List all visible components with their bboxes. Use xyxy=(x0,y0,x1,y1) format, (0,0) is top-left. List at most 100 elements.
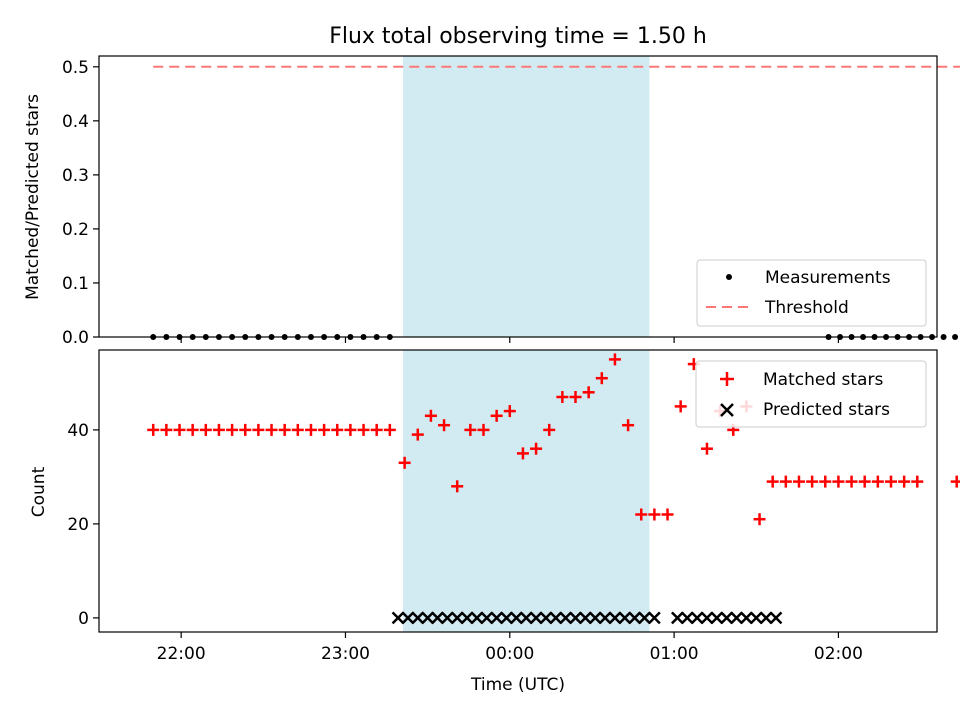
matched-star-point xyxy=(199,423,212,436)
measurement-point xyxy=(940,334,947,340)
predicted-star-point xyxy=(519,611,533,625)
matched-star-point xyxy=(252,423,265,436)
predicted-star-point xyxy=(769,611,783,625)
predicted-star-point xyxy=(500,611,513,625)
matched-star-point xyxy=(845,475,858,488)
predicted-star-point xyxy=(671,611,684,625)
top-y-label: Matched/Predicted stars xyxy=(23,94,43,300)
matched-star-point xyxy=(278,423,291,436)
matched-star-point xyxy=(370,423,383,436)
matched-star-point xyxy=(700,442,713,455)
matched-star-point xyxy=(898,475,911,488)
matched-star-point xyxy=(543,423,556,436)
top-y-tick-label: 0.2 xyxy=(62,220,89,240)
predicted-star-point xyxy=(578,611,592,625)
predicted-star-point xyxy=(700,611,714,625)
matched-star-point xyxy=(503,405,516,418)
predicted-star-point xyxy=(490,611,504,625)
legend-measurements-label: Measurements xyxy=(765,268,891,288)
legend-predicted-marker xyxy=(720,403,734,417)
predicted-star-point xyxy=(740,611,753,625)
matched-star-point xyxy=(438,419,451,432)
matched-star-point xyxy=(871,475,884,488)
top-legend: Measurements Threshold xyxy=(696,259,927,327)
predicted-star-point xyxy=(529,611,543,625)
top-legend-box xyxy=(696,259,927,327)
top-y-tick-label: 0.1 xyxy=(62,274,89,294)
predicted-star-point xyxy=(618,611,632,625)
predicted-star-point xyxy=(470,611,484,625)
x-tick-label: 02:00 xyxy=(814,644,863,664)
matched-star-point xyxy=(674,400,687,413)
matched-star-point xyxy=(582,386,595,399)
predicted-star-point xyxy=(588,611,602,625)
matched-star-point xyxy=(911,475,924,488)
matched-star-point xyxy=(464,423,477,436)
predicted-star-point xyxy=(598,611,612,625)
predicted-star-point xyxy=(608,611,622,625)
matched-star-point xyxy=(357,423,370,436)
bottom-legend-box xyxy=(695,360,927,428)
chart-title: Flux total observing time = 1.50 h xyxy=(329,24,707,49)
x-tick-label: 22:00 xyxy=(157,644,206,664)
predicted-star-point xyxy=(401,611,415,625)
matched-star-point xyxy=(265,423,278,436)
top-shaded-band xyxy=(402,56,650,337)
predicted-star-point xyxy=(690,611,704,625)
matched-star-point xyxy=(383,423,396,436)
predicted-star-point xyxy=(391,611,405,625)
matched-star-point xyxy=(160,423,173,436)
predicted-star-point xyxy=(450,611,464,625)
x-axis-label: Time (UTC) xyxy=(470,675,565,695)
matched-star-point xyxy=(411,428,424,441)
matched-star-point xyxy=(569,391,582,403)
legend-measurements-marker xyxy=(726,274,732,280)
bottom-y-axis: 0 20 40 xyxy=(67,421,99,629)
matched-star-point xyxy=(331,423,344,436)
matched-star-point xyxy=(173,423,186,436)
x-tick-label: 23:00 xyxy=(321,644,370,664)
x-tick-label: 00:00 xyxy=(485,644,534,664)
top-y-tick-label: 0.4 xyxy=(62,112,89,132)
bottom-plot-frame xyxy=(98,349,938,633)
predicted-star-point xyxy=(480,611,494,625)
matched-star-point xyxy=(608,353,621,366)
predicted-star-point xyxy=(549,611,563,625)
matched-star-point xyxy=(451,480,464,493)
matched-star-point xyxy=(648,508,661,521)
matched-star-point xyxy=(832,475,845,488)
matched-star-point xyxy=(622,419,635,432)
predicted-star-point xyxy=(509,611,523,625)
matched-star-point xyxy=(291,423,304,436)
predicted-star-point xyxy=(539,611,553,625)
predicted-stars-points xyxy=(391,611,783,625)
predicted-star-point xyxy=(647,611,661,625)
predicted-star-point xyxy=(559,611,573,625)
predicted-star-point xyxy=(411,611,425,625)
matched-star-point xyxy=(792,475,805,488)
predicted-star-point xyxy=(460,611,474,625)
matched-star-point xyxy=(806,475,819,488)
top-y-tick-label: 0.0 xyxy=(62,328,89,348)
matched-star-point xyxy=(635,508,648,521)
matched-star-point xyxy=(344,423,357,436)
matched-star-point xyxy=(490,409,503,422)
matched-star-point xyxy=(516,447,529,460)
legend-matched-label: Matched stars xyxy=(763,370,883,390)
top-panel: 0.0 0.1 0.2 0.3 0.4 0.5 Matched/Predicted sta… xyxy=(23,55,960,348)
legend-predicted-label: Predicted stars xyxy=(763,400,890,420)
top-x-ticks xyxy=(180,337,840,343)
bottom-y-tick-label: 0 xyxy=(78,609,89,629)
matched-star-point xyxy=(858,475,871,488)
matched-star-point xyxy=(212,423,225,436)
bottom-y-tick-label: 40 xyxy=(67,421,89,441)
matched-stars-points xyxy=(147,353,960,526)
matched-star-point xyxy=(147,423,160,436)
matched-star-point xyxy=(530,442,543,455)
predicted-star-point xyxy=(749,611,763,625)
matched-star-point xyxy=(884,475,897,488)
predicted-star-point xyxy=(710,611,724,625)
